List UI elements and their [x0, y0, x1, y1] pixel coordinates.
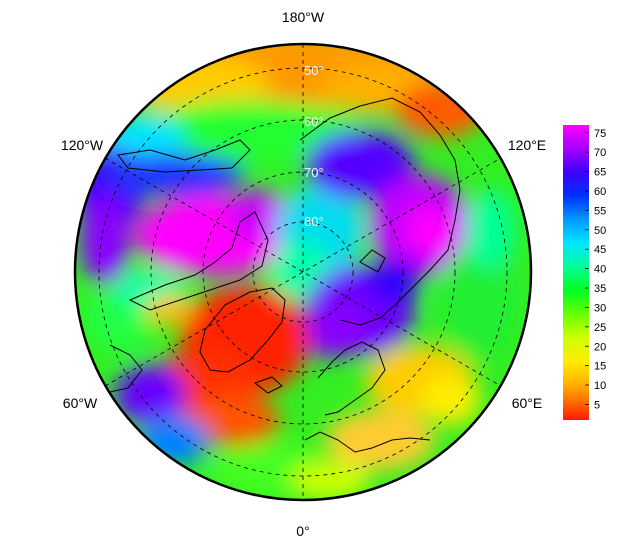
lat-label-60: 60° — [304, 114, 324, 129]
colorbar-tick-label: 50 — [594, 225, 606, 237]
colorbar-tick-label: 10 — [594, 380, 606, 392]
lat-label-70: 70° — [304, 165, 324, 180]
greenland-coast — [199, 287, 286, 373]
scandinavia-coast — [317, 341, 386, 416]
lon-label-0: 0° — [296, 523, 309, 539]
colorbar-ticks: 75 70 65 60 55 50 45 40 35 30 25 20 15 10 5 — [585, 128, 606, 411]
graticule — [98, 44, 508, 500]
canada-archipelago-coast — [128, 211, 269, 311]
colorbar-gradient — [563, 125, 589, 420]
hudson-bay-coast — [109, 344, 143, 393]
lon-label-120w: 120°W — [61, 137, 104, 153]
colorbar-tick-label: 20 — [594, 341, 606, 353]
colorbar-tick-label: 40 — [594, 264, 606, 276]
colorbar-tick-label: 65 — [594, 167, 606, 179]
lon-label-60e: 60°E — [512, 395, 543, 411]
colorbar-tick-label: 75 — [594, 128, 606, 140]
lon-label-180w: 180°W — [282, 9, 325, 25]
data-field: 50° 60° 70° 80° — [75, 44, 531, 500]
lat-label-50: 50° — [304, 63, 324, 78]
colorbar-tick-label: 55 — [594, 205, 606, 217]
lon-label-60w: 60°W — [63, 395, 98, 411]
colorbar-tick-label: 15 — [594, 361, 606, 373]
novaya-zemlya-coast — [359, 249, 386, 273]
colorbar-tick-label: 60 — [594, 186, 606, 198]
iceland-coast — [253, 376, 283, 394]
colorbar-tick-label: 30 — [594, 302, 606, 314]
longitude-labels: 180°W 120°W 120°E 60°W 60°E 0° — [61, 9, 546, 539]
europe-coast — [304, 431, 431, 453]
siberia-coast — [299, 97, 461, 326]
alaska-coast — [117, 139, 251, 173]
colorbar: 75 70 65 60 55 50 45 40 35 30 25 20 15 10 5 — [563, 125, 606, 420]
colorbar-tick-label: 70 — [594, 147, 606, 159]
lon-label-120e: 120°E — [508, 137, 546, 153]
colorbar-tick-label: 45 — [594, 244, 606, 256]
latitude-labels: 50° 60° 70° 80° — [304, 63, 324, 229]
colorbar-tick-label: 25 — [594, 322, 606, 334]
coastlines — [109, 97, 461, 453]
parallel-70 — [202, 171, 404, 373]
colorbar-tick-label: 35 — [594, 283, 606, 295]
lat-label-80: 80° — [304, 214, 324, 229]
colorbar-tick-label: 5 — [594, 399, 600, 411]
globe-boundary — [73, 42, 533, 502]
